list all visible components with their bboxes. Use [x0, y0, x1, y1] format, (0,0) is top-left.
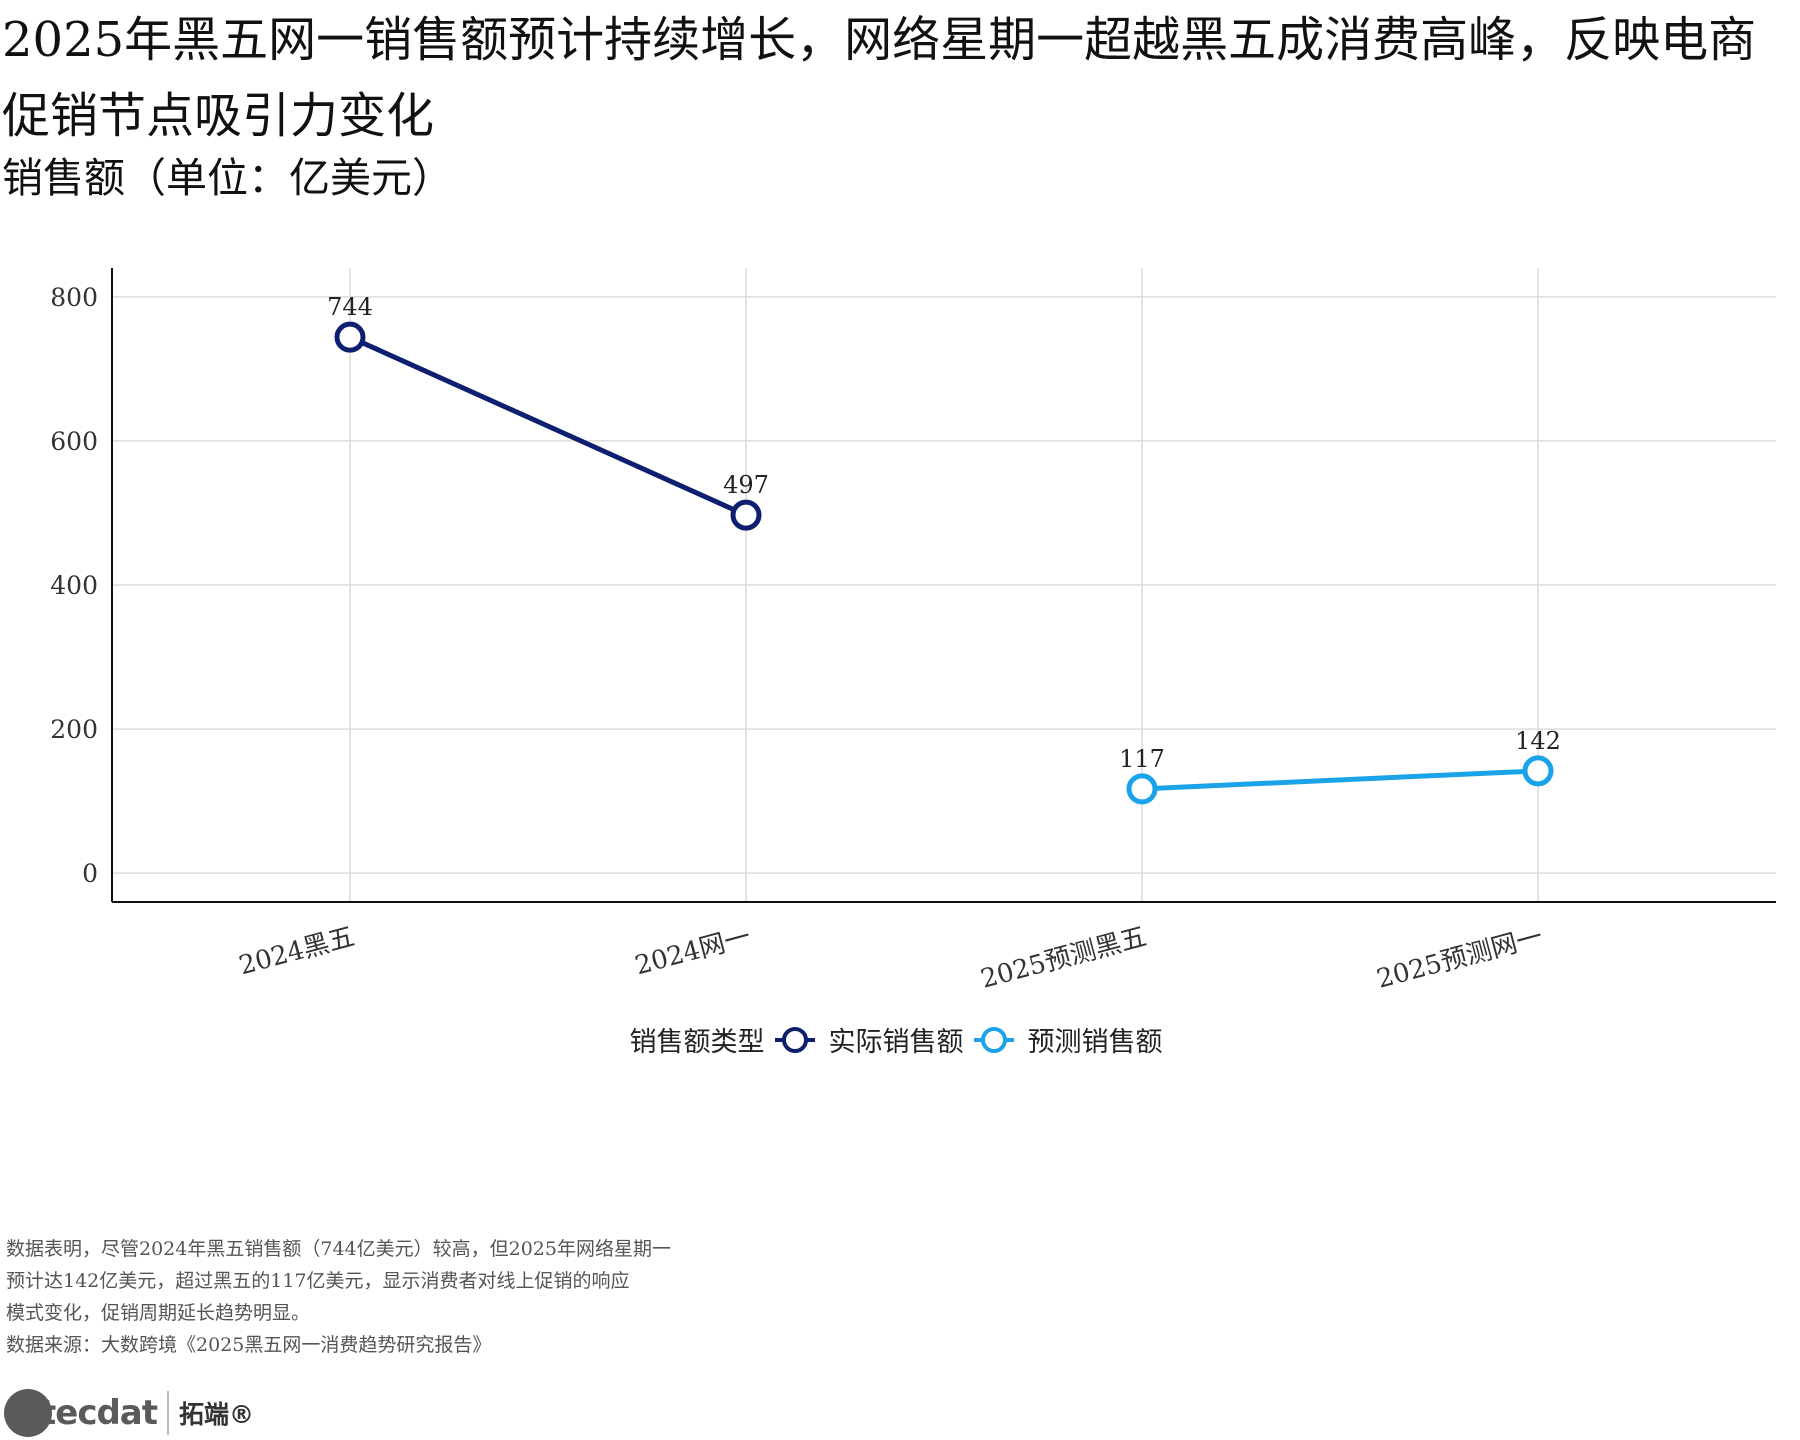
- data-source-line: 数据来源：大数跨境《2025黑五网一消费趋势研究报告》: [6, 1334, 492, 1356]
- data-value-label: 117: [1119, 745, 1165, 773]
- data-point-marker: [334, 321, 366, 353]
- data-labels: 744 497 117 142: [327, 293, 1561, 773]
- y-tick-label: 400: [50, 571, 98, 600]
- legend-key-actual: [774, 1026, 815, 1053]
- note-line: 模式变化，促销周期延长趋势明显。: [6, 1302, 311, 1324]
- legend-marker-actual: [781, 1026, 808, 1053]
- data-value-label: 497: [723, 471, 769, 499]
- series-line-forecast: [1139, 768, 1541, 792]
- note-line: 数据表明，尽管2024年黑五销售额（744亿美元）较高，但2025年网络星期一: [6, 1238, 671, 1260]
- x-tick-label: 2025预测网一: [1374, 922, 1546, 995]
- legend-item-actual: 实际销售额: [773, 1020, 964, 1059]
- legend-marker-forecast: [980, 1026, 1007, 1053]
- logo-circle-icon: [4, 1389, 52, 1437]
- legend-label-actual: 实际销售额: [828, 1027, 964, 1058]
- axes: 0 200 400 600 800 2024黑五 2024网一 2025预测黑五 2025预测网…: [50, 268, 1776, 995]
- legend: 销售额类型 实际销售额 预测销售额: [0, 1020, 1800, 1059]
- series-line-actual: [347, 334, 749, 518]
- series-lines: [334, 321, 1554, 805]
- chart-subtitle: 销售额（单位：亿美元）: [2, 154, 453, 202]
- y-tick-label: 0: [82, 859, 98, 888]
- logo-mark: tecdat: [4, 1389, 158, 1437]
- logo-wordmark: tecdat: [40, 1393, 158, 1433]
- x-tick-label: 2025预测黑五: [978, 922, 1150, 995]
- data-value-label: 142: [1515, 727, 1561, 755]
- note-line: 预计达142亿美元，超过黑五的117亿美元，显示消费者对线上促销的响应: [6, 1270, 630, 1292]
- brand-logo: tecdat 拓端®: [4, 1388, 254, 1438]
- x-tick-label: 2024网一: [632, 922, 754, 982]
- data-point-marker: [1126, 773, 1158, 805]
- legend-key-forecast: [973, 1026, 1014, 1053]
- chart-title: 2025年黑五网一销售额预计持续增长，网络星期一超越黑五成消费高峰，反映电商促销…: [2, 12, 1757, 144]
- grid-lines: [112, 268, 1776, 902]
- y-tick-label: 200: [50, 715, 98, 744]
- legend-label-forecast: 预测销售额: [1027, 1027, 1163, 1058]
- y-tick-label: 800: [50, 283, 98, 312]
- logo-chinese-text: 拓端®: [179, 1400, 255, 1429]
- chart-note: 数据表明，尽管2024年黑五销售额（744亿美元）较高，但2025年网络星期一 …: [6, 1233, 786, 1361]
- legend-item-forecast: 预测销售额: [972, 1020, 1163, 1059]
- data-point-marker: [730, 499, 762, 531]
- y-tick-label: 600: [50, 427, 98, 456]
- logo-divider: [167, 1391, 170, 1435]
- x-tick-label: 2024黑五: [236, 922, 358, 982]
- data-value-label: 744: [327, 293, 373, 321]
- data-point-marker: [1522, 755, 1554, 787]
- legend-title: 销售额类型: [629, 1027, 765, 1058]
